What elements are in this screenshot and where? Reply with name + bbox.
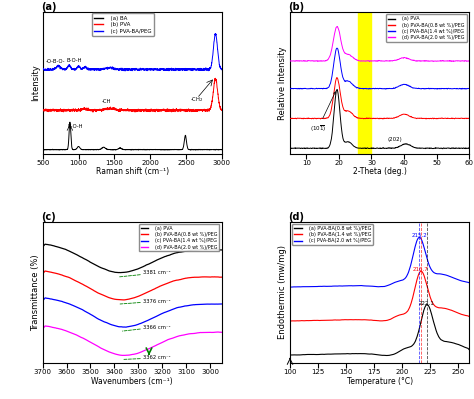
Text: -CH$_2$: -CH$_2$	[190, 95, 203, 104]
Text: -CH: -CH	[102, 99, 111, 104]
Text: 3376 cm⁻¹: 3376 cm⁻¹	[120, 299, 171, 304]
Text: (10$\overline{1}$): (10$\overline{1}$)	[310, 92, 336, 134]
Y-axis label: Transmittance (%): Transmittance (%)	[31, 254, 40, 331]
Text: 222.1: 222.1	[419, 302, 435, 306]
Text: (a): (a)	[41, 2, 56, 12]
Legend:   (a) PVA,   (b) PVA-BA(0.8 wt %)/PEG,   (c) PVA-BA(1.4 wt %)/PEG,   (d) PVA-BA(: (a) PVA, (b) PVA-BA(0.8 wt %)/PEG, (c) P…	[139, 224, 219, 251]
Text: 3381 cm⁻¹: 3381 cm⁻¹	[119, 271, 171, 277]
X-axis label: Wavenumbers (cm⁻¹): Wavenumbers (cm⁻¹)	[91, 377, 173, 386]
Legend:   (a) PVA,   (b) PVA-BA(0.8 wt %)/PEG,   (c) PVA-BA(1.4 wt %)/PEG,   (d) PVA-BA(: (a) PVA, (b) PVA-BA(0.8 wt %)/PEG, (c) P…	[386, 14, 467, 42]
Text: 3366 cm⁻¹: 3366 cm⁻¹	[122, 325, 171, 331]
Text: 216.7: 216.7	[413, 267, 428, 273]
Text: (b): (b)	[288, 2, 304, 12]
Legend:   (a) PVA-BA(0.8 wt %)/PEG,   (b) PVA-BA(1.4 wt %)/PEG,   (c) PVA-BA(2.0 wt %)/P: (a) PVA-BA(0.8 wt %)/PEG, (b) PVA-BA(1.4…	[292, 224, 373, 245]
Text: (d): (d)	[288, 211, 304, 221]
X-axis label: Temperature (°C): Temperature (°C)	[346, 377, 413, 386]
Text: -O-B-O-: -O-B-O-	[46, 59, 65, 64]
Text: 3362 cm⁻¹: 3362 cm⁻¹	[123, 356, 171, 360]
Y-axis label: Endothermic (mw/mg): Endothermic (mw/mg)	[278, 245, 287, 339]
Bar	[358, 12, 372, 154]
Y-axis label: Relative Intensity: Relative Intensity	[278, 46, 287, 120]
Text: B-O-H: B-O-H	[66, 58, 82, 63]
X-axis label: Raman shift (cm⁻¹): Raman shift (cm⁻¹)	[96, 167, 169, 176]
X-axis label: 2-Theta (deg.): 2-Theta (deg.)	[353, 167, 407, 176]
Text: (c): (c)	[41, 211, 55, 221]
Text: (202): (202)	[388, 137, 402, 142]
Legend:   (a) BA,   (b) PVA,   (c) PVA-BA/PEG: (a) BA, (b) PVA, (c) PVA-BA/PEG	[92, 13, 154, 36]
Y-axis label: Intensity: Intensity	[31, 64, 40, 101]
Text: 215.2: 215.2	[411, 233, 427, 239]
Text: B-O-H: B-O-H	[67, 124, 82, 128]
